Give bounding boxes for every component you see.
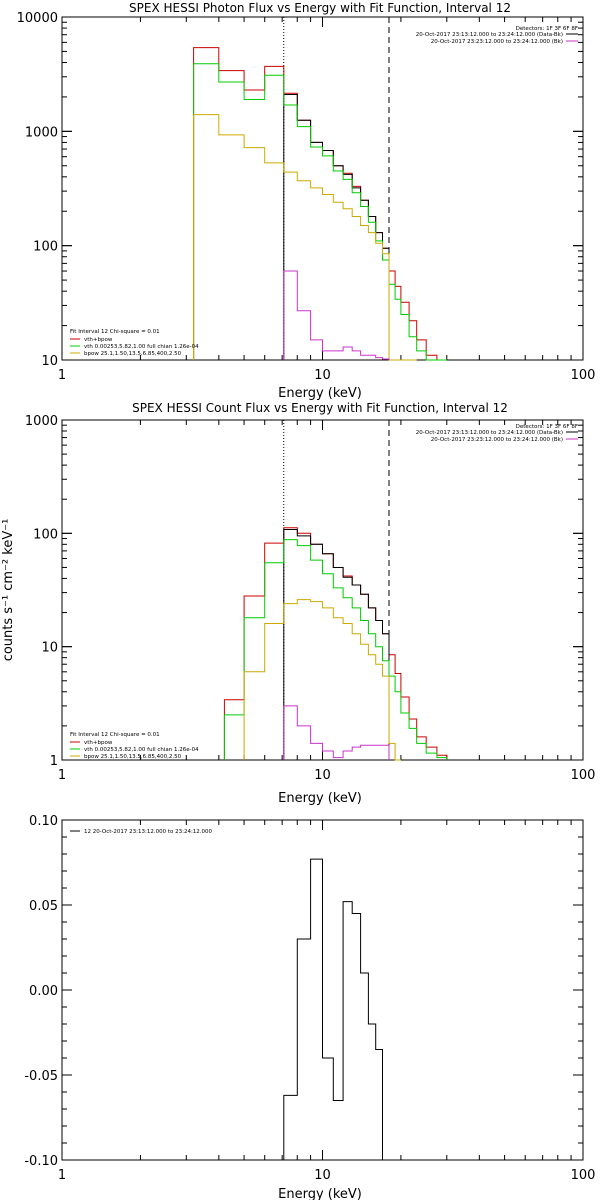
residuals-y-tick-label: -0.10 bbox=[24, 1154, 58, 1169]
photon-flux-series-vth-bpow bbox=[193, 47, 447, 361]
count-flux-x-tick-label: 1 bbox=[58, 768, 66, 783]
count-flux-series-data-bk bbox=[283, 529, 390, 760]
count-flux-series-vth-bpow bbox=[223, 527, 448, 760]
photon-flux-y-tick-label: 10 bbox=[41, 354, 58, 369]
photon-flux-detectors-text: Detectors: 1F 3F 6F 8F bbox=[516, 26, 578, 32]
residuals-x-tick-label: 10 bbox=[314, 1168, 331, 1183]
count-flux-ylabel: counts s⁻¹ cm⁻² keV⁻¹ bbox=[1, 519, 16, 662]
photon-flux-legend-right-label: 20-Oct-2017 23:23:12.000 to 23:24:12.000… bbox=[431, 39, 563, 45]
photon-flux-series-bpow bbox=[193, 114, 417, 361]
count-flux-x-tick-label: 10 bbox=[314, 768, 331, 783]
photon-flux-series-data-bk bbox=[283, 94, 390, 360]
residuals-legend-label: 12 20-Oct-2017 23:13:12.000 to 23:24:12.… bbox=[84, 829, 213, 835]
count-flux-xlabel: Energy (keV) bbox=[278, 791, 362, 806]
count-flux-series-vth bbox=[223, 539, 448, 760]
photon-flux-legend-label: vth+bpow bbox=[84, 337, 113, 343]
photon-flux-legend-right-label: 20-Oct-2017 23:13:12.000 to 23:24:12.000… bbox=[416, 32, 563, 38]
residuals-xlabel: Energy (keV) bbox=[278, 1187, 362, 1200]
photon-flux-x-tick-label: 1 bbox=[58, 368, 66, 383]
count-flux-panel: SPEX HESSI Count Flux vs Energy with Fit… bbox=[1, 401, 595, 806]
photon-flux-series-bk bbox=[283, 270, 390, 360]
photon-flux-y-tick-label: 10000 bbox=[17, 11, 58, 26]
residuals-plot-area: 1 10 100 -0.10 -0.05 0.00 0.05 0.10 12 20-Oct-20… bbox=[24, 814, 595, 1183]
photon-flux-x-tick-label: 10 bbox=[314, 368, 331, 383]
residuals-y-tick-label: 0.00 bbox=[29, 984, 58, 999]
photon-flux-legend-title: Fit Interval 12 Chi-square = 0.01 bbox=[70, 329, 160, 335]
count-flux-legend-title: Fit Interval 12 Chi-square = 0.01 bbox=[70, 732, 160, 738]
count-flux-y-tick-label: 1000 bbox=[25, 414, 58, 429]
residuals-y-tick-label: -0.05 bbox=[24, 1069, 58, 1084]
photon-flux-panel: SPEX HESSI Photon Flux vs Energy with Fi… bbox=[17, 1, 596, 401]
photon-flux-xlabel: Energy (keV) bbox=[278, 386, 362, 401]
count-flux-legend-right-label: 20-Oct-2017 23:13:12.000 to 23:24:12.000… bbox=[416, 430, 563, 436]
count-flux-legend-label: vth 0.00253,5.82,1.00 full chian 1.26e-0… bbox=[84, 747, 199, 753]
photon-flux-x-tick-label: 100 bbox=[571, 368, 596, 383]
count-flux-title: SPEX HESSI Count Flux vs Energy with Fit… bbox=[132, 401, 508, 415]
count-flux-y-tick-label: 1 bbox=[50, 754, 58, 769]
count-flux-y-tick-label: 100 bbox=[33, 527, 58, 542]
residuals-x-tick-label: 100 bbox=[571, 1168, 596, 1183]
count-flux-legend-right-label: 20-Oct-2017 23:23:12.000 to 23:24:12.000… bbox=[431, 437, 563, 443]
residuals-y-tick-label: 0.05 bbox=[29, 899, 58, 914]
count-flux-detectors-text: Detectors: 1F 3F 6F 8F bbox=[516, 424, 578, 430]
count-flux-legend-label: vth+bpow bbox=[84, 740, 113, 746]
count-flux-y-tick-label: 10 bbox=[41, 641, 58, 656]
residuals-panel: 1 10 100 -0.10 -0.05 0.00 0.05 0.10 12 20-Oct-20… bbox=[24, 814, 595, 1200]
photon-flux-series-vth bbox=[193, 63, 447, 361]
photon-flux-legend-label: vth 0.00253,5.82,1.00 full chian 1.26e-0… bbox=[84, 344, 199, 350]
photon-flux-title: SPEX HESSI Photon Flux vs Energy with Fi… bbox=[129, 1, 511, 15]
residuals-y-tick-label: 0.10 bbox=[29, 814, 58, 829]
count-flux-series-bk bbox=[283, 705, 390, 760]
count-flux-legend-label: bpow 25.1,1.50,13.5,6.85,400,2.50 bbox=[84, 754, 182, 760]
count-flux-series-bpow bbox=[243, 599, 401, 761]
photon-flux-y-tick-label: 1000 bbox=[25, 125, 58, 140]
photon-flux-legend-label: bpow 25.1,1.50,13.5,6.85,400,2.50 bbox=[84, 351, 182, 357]
count-flux-x-tick-label: 100 bbox=[571, 768, 596, 783]
photon-flux-y-tick-label: 100 bbox=[33, 240, 58, 255]
residuals-x-tick-label: 1 bbox=[58, 1168, 66, 1183]
count-flux-axes-frame bbox=[61, 419, 584, 761]
residuals-series-12-20-oct-2017-23-13-12-000-to-23-24-12-000 bbox=[283, 858, 389, 1161]
